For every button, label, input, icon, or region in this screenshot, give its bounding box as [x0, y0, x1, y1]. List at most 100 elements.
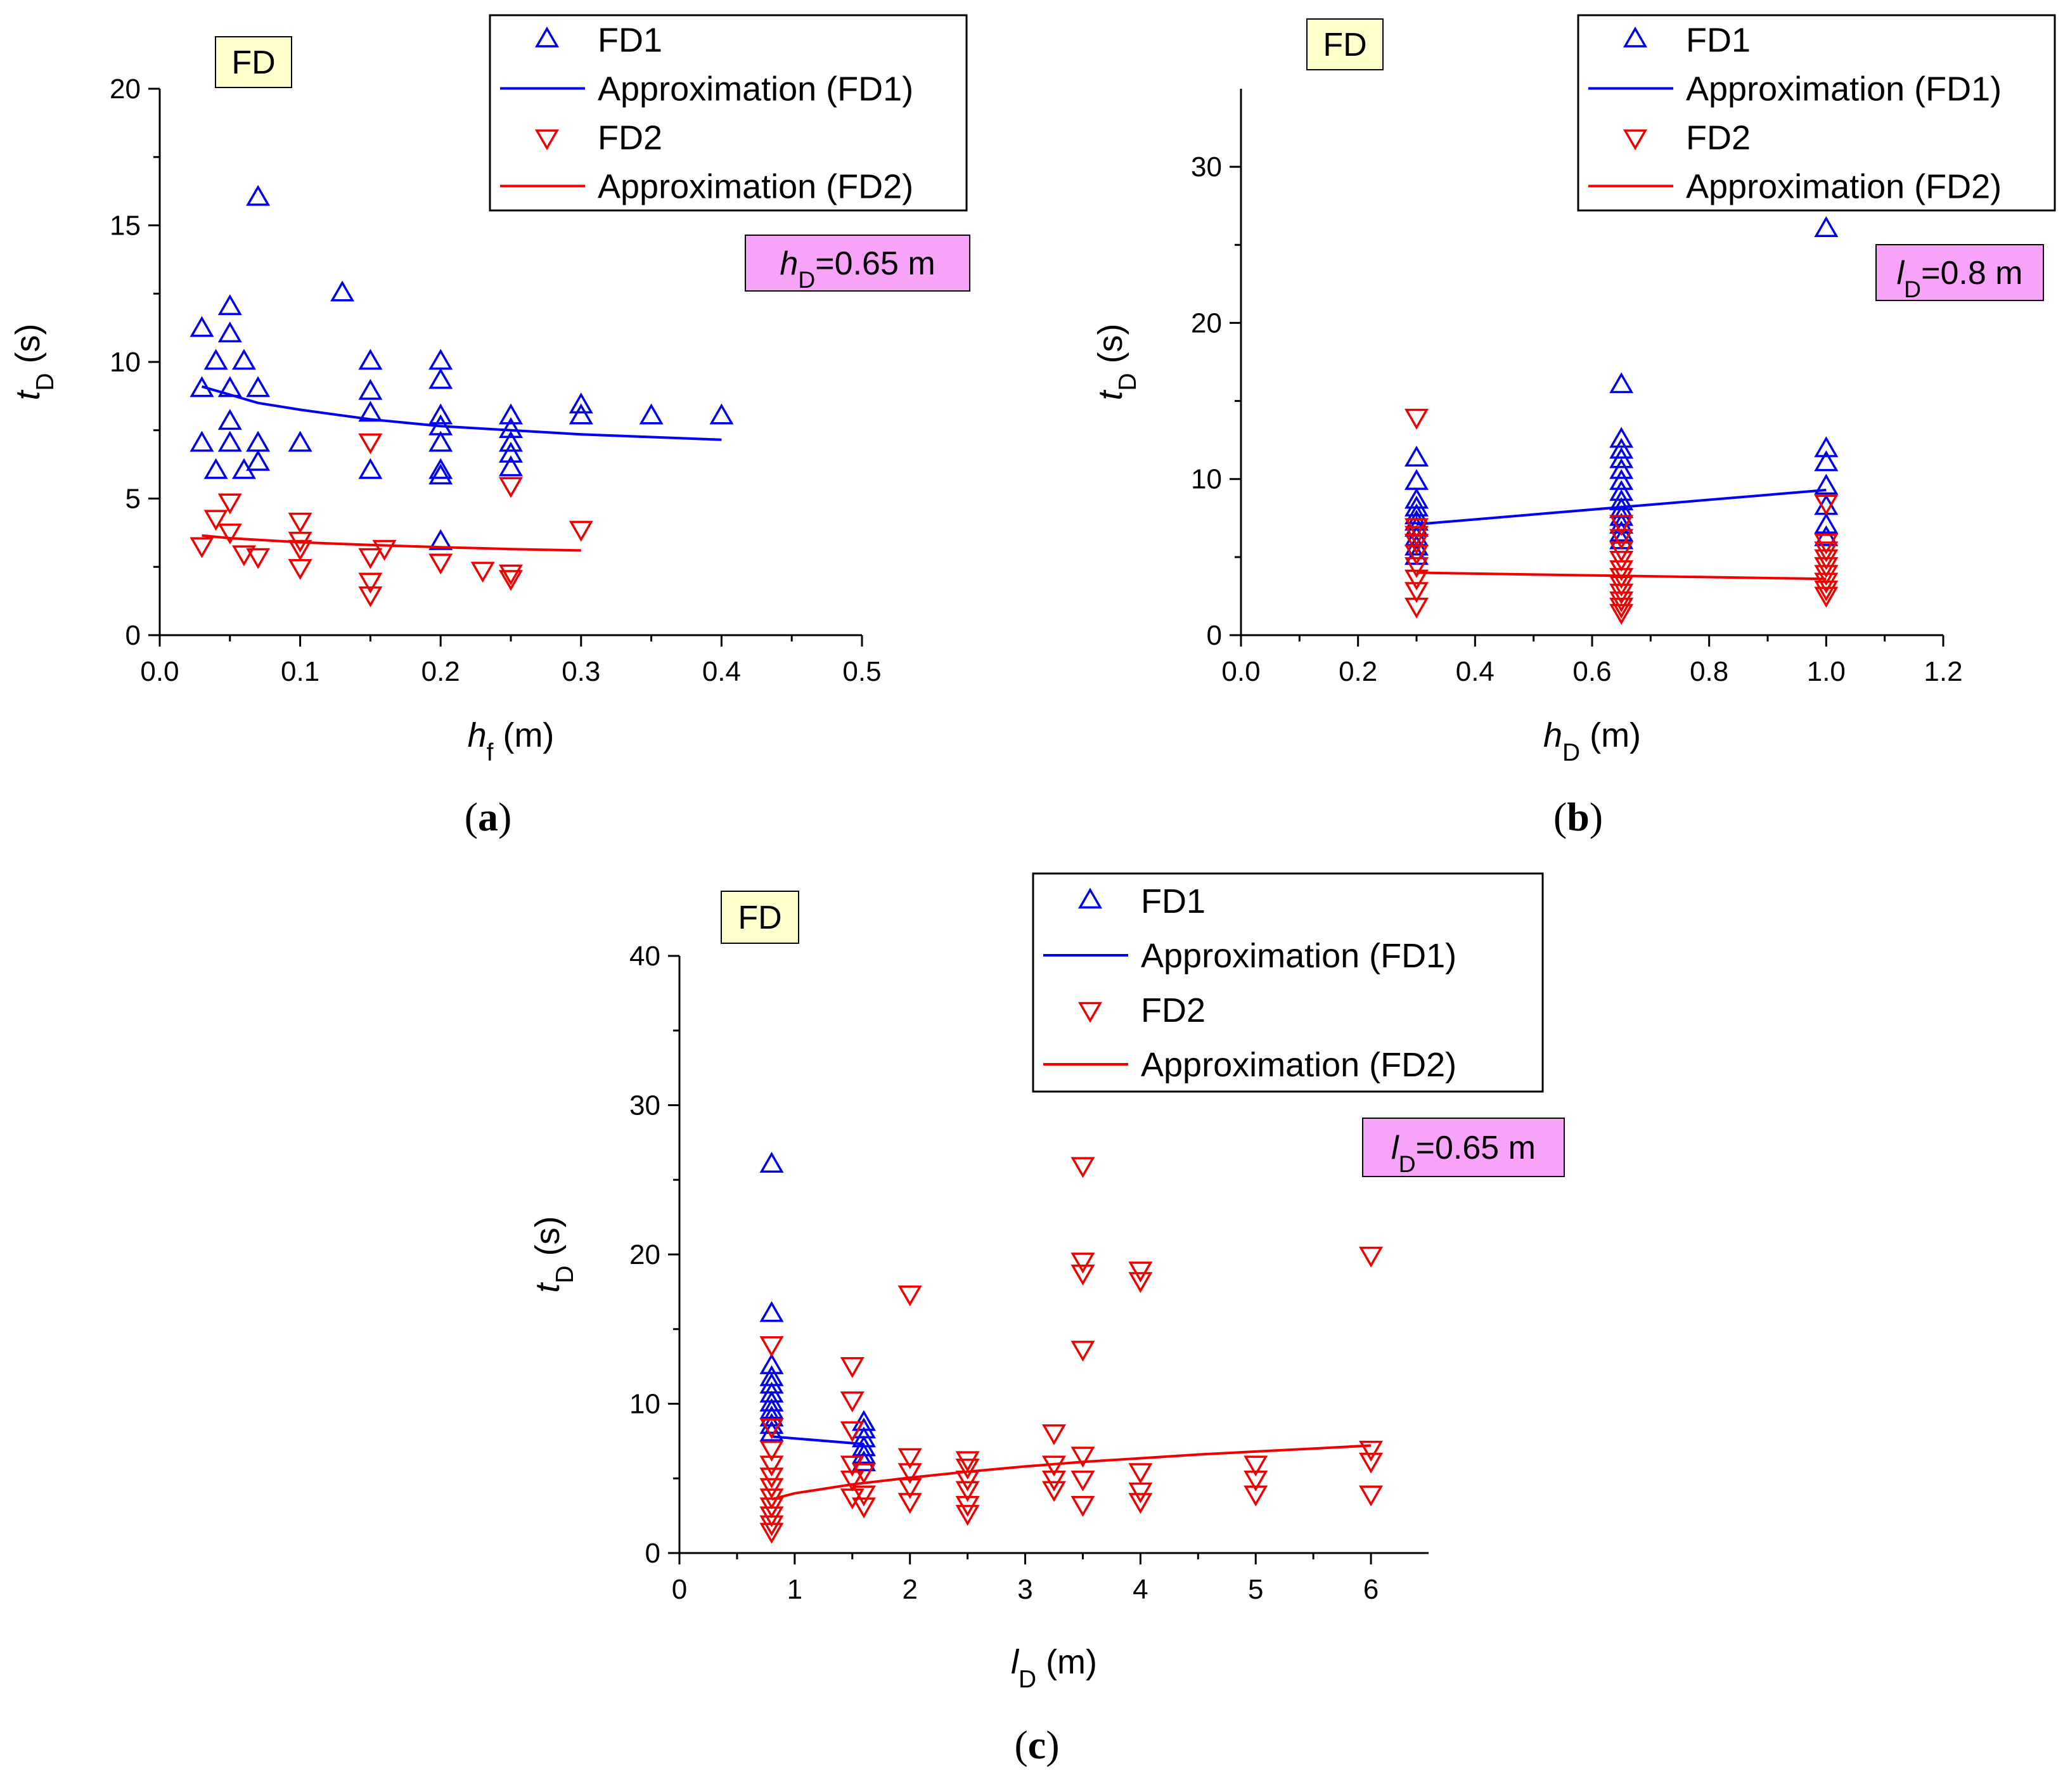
y-tick-label: 30: [629, 1090, 660, 1121]
data-point-fd2: [358, 548, 383, 569]
data-point-fd2: [851, 1485, 876, 1507]
y-tick-label: 10: [1191, 464, 1222, 495]
data-point-fd1: [246, 449, 271, 471]
data-point-fd1: [428, 463, 453, 485]
chart-panel-a: 0.0 0.1 0.2 0.3 0.4 0.5 0 5 10 15 20 hf (m) tD (s) FD…: [9, 14, 970, 839]
data-point-fd1: [217, 321, 242, 343]
data-point-fd2: [358, 572, 383, 594]
y-tick-label: 30: [1191, 151, 1222, 183]
data-point-fd1: [428, 368, 453, 389]
data-point-fd1: [246, 184, 271, 206]
y-tick-label: 20: [110, 74, 141, 105]
data-point-fd2: [897, 1285, 922, 1306]
legend-entry: Approximation (FD2): [1686, 168, 2002, 206]
data-point-fd2: [1359, 1246, 1384, 1268]
y-tick-label: 20: [1191, 307, 1222, 338]
annotation-box: [1362, 1118, 1565, 1177]
y-tick-label: 0: [1207, 620, 1222, 651]
legend-entry: FD1: [598, 22, 662, 60]
x-tick-label: 0.2: [1339, 656, 1377, 687]
x-tick-label: 0.0: [1221, 656, 1260, 687]
legend-entry: FD1: [1686, 22, 1751, 60]
data-point-fd1: [1609, 447, 1634, 468]
data-point-fd2: [1070, 1341, 1095, 1362]
data-point-fd1: [231, 349, 256, 370]
data-point-fd1: [428, 529, 453, 550]
data-point-fd2: [840, 1357, 865, 1378]
data-point-fd2: [288, 512, 312, 534]
data-point-fd1: [569, 392, 593, 414]
y-tick-label: 0: [125, 620, 141, 651]
data-point-fd1: [1814, 216, 1839, 237]
fd-label: FD: [721, 891, 799, 944]
data-point-fd1: [288, 430, 312, 452]
y-tick-label: 20: [629, 1239, 660, 1270]
data-point-fd2: [1070, 1253, 1095, 1274]
fd-label: FD: [215, 36, 292, 88]
data-point-fd2: [955, 1451, 980, 1473]
data-point-fd2: [498, 570, 524, 591]
data-point-fd1: [203, 458, 228, 479]
data-point-fd1: [203, 349, 228, 370]
data-point-fd2: [1041, 1424, 1067, 1445]
data-point-fd1: [759, 1405, 784, 1427]
annotation-box: [1875, 244, 2044, 301]
data-point-fd2: [1814, 580, 1839, 602]
data-point-fd1: [639, 403, 664, 425]
panel-label: (c): [1014, 1722, 1059, 1767]
data-point-fd1: [217, 294, 242, 316]
data-point-fd1: [246, 430, 271, 452]
data-point-fd2: [498, 564, 524, 586]
y-tick-label: 40: [629, 941, 660, 972]
data-point-fd1: [759, 1301, 784, 1322]
fd-label: FD: [1306, 18, 1384, 70]
legend-entry: FD2: [1141, 991, 1205, 1029]
annotation: hD=0.65 m: [745, 235, 970, 293]
data-point-fd1: [428, 430, 453, 452]
x-tick-label: 1.0: [1807, 656, 1846, 687]
legend: FD1 Approximation (FD1) FD2 Approximation (…: [489, 14, 968, 212]
data-point-fd2: [955, 1505, 980, 1526]
legend-entry: Approximation (FD2): [598, 168, 913, 206]
legend-entry: Approximation (FD1): [1141, 937, 1456, 975]
data-point-fd2: [498, 477, 524, 498]
fd-label-text: FD: [231, 44, 275, 81]
legend-entry: Approximation (FD1): [598, 70, 913, 108]
data-point-fd2: [1814, 586, 1839, 608]
data-point-fd1: [1609, 520, 1634, 542]
data-point-fd2: [897, 1478, 922, 1499]
panel-label: (a): [465, 794, 512, 839]
data-point-fd2: [288, 558, 312, 580]
data-point-fd1: [498, 403, 524, 425]
data-point-fd2: [851, 1463, 876, 1485]
x-axis-title: hD (m): [1543, 716, 1641, 766]
x-tick-label: 2: [902, 1574, 917, 1605]
data-point-fd2: [246, 548, 271, 569]
x-tick-label: 1: [787, 1574, 802, 1605]
annotation-text: lD=0.65 m: [1391, 1130, 1536, 1177]
data-point-fd2: [1128, 1272, 1153, 1293]
data-point-fd2: [1128, 1493, 1153, 1514]
data-point-fd2: [1609, 597, 1634, 619]
legend-marker-swatch: [534, 26, 560, 48]
x-axis-title: hf (m): [468, 716, 555, 766]
data-point-fd2: [231, 545, 256, 567]
data-point-fd2: [217, 523, 242, 545]
data-point-fd2: [470, 562, 495, 583]
legend-marker-swatch: [1077, 887, 1103, 909]
data-point-fd2: [759, 1515, 784, 1537]
data-point-fd2: [1404, 569, 1429, 591]
x-tick-label: 3: [1017, 1574, 1032, 1605]
data-point-fd2: [759, 1336, 784, 1357]
data-point-fd1: [709, 403, 734, 425]
data-point-fd2: [759, 1418, 784, 1440]
data-point-fd1: [759, 1398, 784, 1419]
legend-marker-swatch: [1623, 129, 1648, 151]
data-point-fd1: [1609, 468, 1634, 490]
fd-label-box: [1306, 18, 1384, 70]
y-tick-label: 0: [645, 1538, 660, 1569]
data-point-fd2: [897, 1493, 922, 1514]
approximation-line-ApproximationFD1: [201, 385, 722, 441]
legend-entry: Approximation (FD1): [1686, 70, 2002, 108]
approximation-line-ApproximationFD1: [771, 1435, 865, 1446]
